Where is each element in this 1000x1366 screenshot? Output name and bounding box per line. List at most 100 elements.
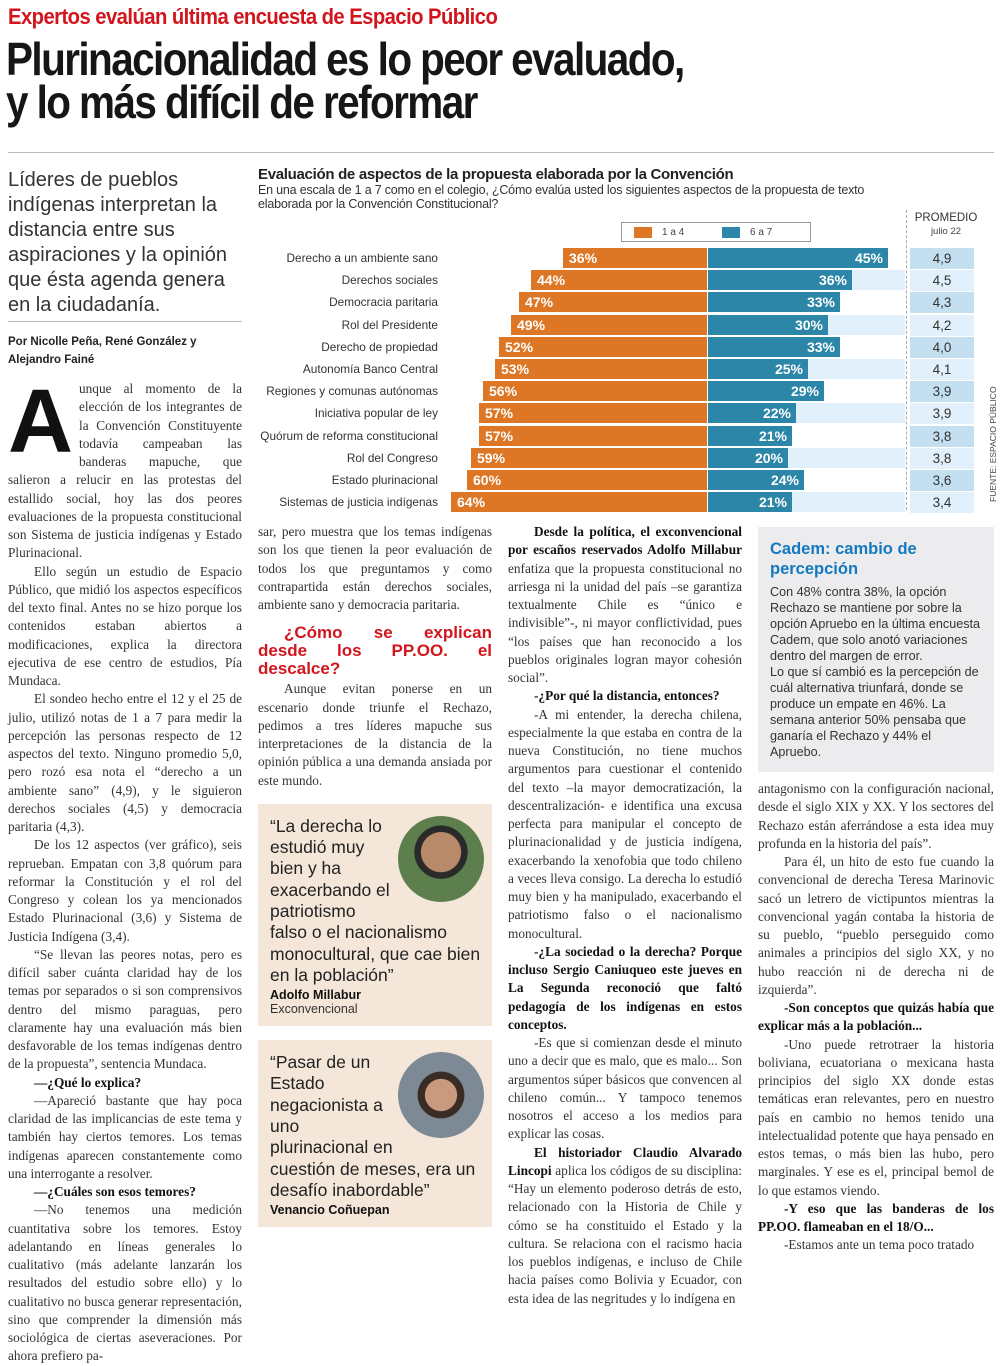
divider: [906, 210, 907, 510]
paragraph: El historiador Claudio Alvarado Lincopi …: [508, 1144, 742, 1308]
bar-6a7: 20%: [708, 447, 788, 468]
paragraph: -¿La sociedad o la derecha? Porque inclu…: [508, 943, 742, 1034]
paragraph: Aunque evitan ponerse en un escenario do…: [258, 680, 492, 790]
paragraph-text: antagonismo con la configuración naciona…: [758, 781, 994, 851]
promedio-value: 4,3: [910, 292, 974, 314]
paragraph: -Es que si comienzan desde el minuto uno…: [508, 1034, 742, 1144]
category-label: Rol del Congreso: [346, 450, 438, 465]
promedio-date: julio 22: [930, 226, 962, 237]
column-4-flow: Cadem: cambio de percepción Con 48% cont…: [758, 527, 994, 1255]
quote-role: Exconvencional: [270, 1002, 358, 1017]
chart: Evaluación de aspectos de la propuesta e…: [258, 162, 998, 517]
column-2-flow: sar, pero muestra que los temas indígena…: [258, 523, 492, 1228]
promedio-value: 4,5: [910, 270, 974, 292]
category-label: Democracia paritaria: [329, 295, 438, 310]
sidebar-box: Cadem: cambio de percepción Con 48% cont…: [758, 527, 994, 772]
bold-lead: -¿Por qué la distancia, entonces?: [534, 688, 720, 704]
bold-lead: -Y eso que las banderas de los PP.OO. fl…: [758, 1200, 994, 1234]
category-label: Autonomía Banco Central: [302, 362, 438, 376]
bar-1a4: 57%: [479, 403, 707, 424]
chart-row: Autonomía Banco Central 53% 25% 4,1: [258, 359, 983, 380]
bar-6a7: 30%: [708, 314, 828, 335]
paragraph: -¿Por qué la distancia, entonces?: [508, 687, 742, 705]
paragraph-text: -A mi entender, la derecha chilena, espe…: [508, 706, 742, 941]
chart-row: Regiones y comunas autónomas 56% 29% 3,9: [258, 381, 983, 403]
promedio-value: 3,8: [910, 425, 974, 447]
legend-label: 1 a 4: [662, 227, 685, 238]
paragraph: -Uno puede retrotraer la historia bolivi…: [758, 1036, 994, 1200]
portrait-photo: [398, 1052, 484, 1139]
section-heading: ¿Cómo se explican desde los PP.OO. el de…: [258, 623, 492, 679]
paragraph-text: Para él, un hito de esto fue cuando la c…: [758, 854, 994, 997]
paragraph-text: unque al momento de la elección de los i…: [8, 381, 242, 561]
bar-6a7: 24%: [708, 470, 804, 490]
bar-6a7: 25%: [708, 359, 808, 379]
category-label: Rol del Presidente: [341, 317, 438, 332]
bar-1a4: 60%: [467, 470, 707, 490]
headline-line: y lo más difícil de reformar: [6, 76, 478, 128]
quote-text: “La derecha lo estudió muy bien y ha exa…: [270, 815, 481, 985]
bar-6a7: 33%: [708, 336, 840, 357]
paragraph: Desde la política, el exconvencional por…: [508, 523, 742, 687]
divider: [8, 152, 994, 153]
bar-1a4: 57%: [479, 425, 707, 446]
chart-row: Iniciativa popular de ley 57% 22% 3,9: [258, 403, 983, 425]
promedio-header: PROMEDIO julio 22: [910, 212, 982, 238]
legend-label: 6 a 7: [750, 227, 773, 238]
paragraph-text: Aunque evitan ponerse en un escenario do…: [258, 681, 492, 788]
sidebar-text: Lo que sí cambió es la percepción de cuá…: [770, 665, 979, 759]
category-label: Derechos sociales: [341, 273, 438, 288]
paragraph-text: “Se llevan las peores notas, pero es dif…: [8, 946, 242, 1072]
paragraph: sar, pero muestra que los temas indígena…: [258, 523, 492, 614]
paragraph: Para él, un hito de esto fue cuando la c…: [758, 853, 994, 999]
paragraph: -Estamos ante un tema poco tratado: [758, 1236, 994, 1254]
bar-6a7: 21%: [708, 492, 792, 513]
bold-lead: Desde la política, el exconvencional por…: [508, 524, 742, 558]
pull-quote: “Pasar de un Estado negacionista a uno p…: [258, 1040, 492, 1228]
bar-1a4: 64%: [451, 492, 707, 513]
source-note: FUENTE: ESPACIO PÚBLICO: [988, 386, 998, 502]
article-column-3: Desde la política, el exconvencional por…: [508, 523, 742, 1308]
paragraph-text: —No tenemos una medición cuantitativa so…: [8, 1202, 242, 1364]
chart-row: Rol del Congreso 59% 20% 3,8: [258, 447, 983, 469]
bar-1a4: 56%: [483, 381, 707, 402]
bar-1a4: 44%: [531, 270, 707, 291]
paragraph: —¿Qué lo explica?: [8, 1074, 242, 1092]
paragraph-text: aplica los códigos de su disciplina: “Ha…: [508, 1162, 742, 1306]
paragraph: antagonismo con la configuración naciona…: [758, 780, 994, 853]
chart-row: Estado plurinacional 60% 24% 3,6: [258, 470, 983, 491]
paragraph: Ello según un estudio de Espacio Público…: [8, 563, 242, 691]
category-label: Estado plurinacional: [331, 473, 438, 487]
chart-row: Democracia paritaria 47% 33% 4,3: [258, 292, 983, 314]
portrait-photo: [398, 815, 484, 902]
promedio-value: 4,2: [910, 314, 974, 336]
legend-item: 1 a 4: [634, 227, 684, 238]
byline: Por Nicolle Peña, René González y Alejan…: [8, 336, 197, 366]
pull-quote: “La derecha lo estudió muy bien y ha exa…: [258, 803, 492, 1027]
promedio-value: 3,8: [910, 447, 974, 469]
headline-line: Plurinacionalidad es lo peor evaluado,: [6, 33, 685, 85]
bar-6a7: 33%: [708, 292, 840, 313]
paragraph-text: El sondeo hecho entre el 12 y el 25 de j…: [8, 691, 242, 834]
headline: Plurinacionalidad es lo peor evaluado, y…: [6, 33, 974, 128]
chart-subtitle: En una escala de 1 a 7 como en el colegi…: [258, 183, 865, 211]
chart-row: Derecho de propiedad 52% 33% 4,0: [258, 336, 983, 358]
legend-swatch-teal: [722, 227, 740, 238]
chart-row: Quórum de reforma constitucional 57% 21% 3,…: [258, 425, 983, 447]
chart-row: Derecho a un ambiente sano 36% 45% 4,9: [258, 248, 983, 269]
paragraph-text: -Es que si comienzan desde el minuto uno…: [508, 1035, 742, 1142]
chart-row: Rol del Presidente 49% 30% 4,2: [258, 314, 983, 336]
drop-cap: A: [8, 372, 73, 472]
paragraph-text: sar, pero muestra que los temas indígena…: [258, 524, 492, 612]
divider: [8, 321, 242, 322]
promedio-value: 3,9: [910, 403, 974, 425]
chart-title: Evaluación de aspectos de la propuesta e…: [258, 166, 734, 183]
category-label: Derecho de propiedad: [321, 339, 438, 354]
legend-item: 6 a 7: [722, 227, 772, 238]
bar-6a7: 36%: [708, 270, 852, 291]
bold-lead: -Son conceptos que quizás había que expl…: [758, 1000, 994, 1034]
lede: Líderes de pueblos indígenas interpretan…: [8, 169, 228, 316]
paragraph-text: -Uno puede retrotraer la historia bolivi…: [758, 1036, 994, 1198]
bar-6a7: 45%: [708, 248, 888, 268]
